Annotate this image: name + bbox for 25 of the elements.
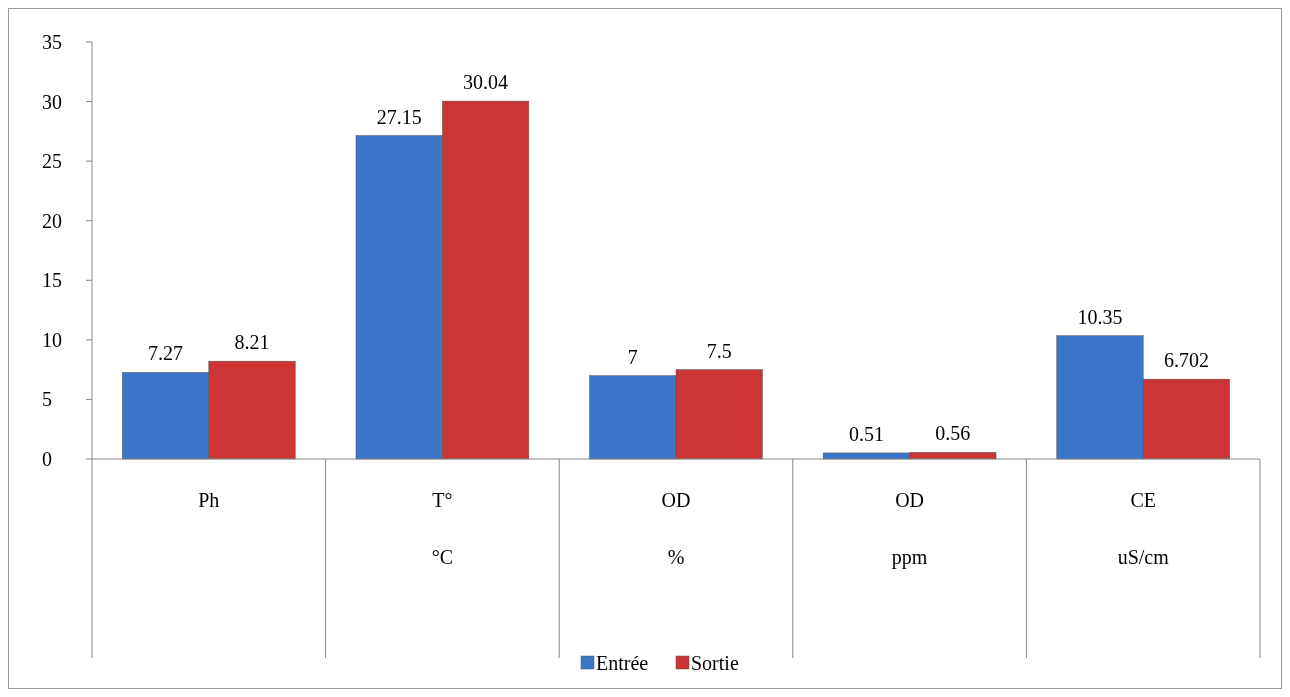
data-label: 30.04 — [463, 71, 509, 94]
category-label: CE uS/cm — [1117, 489, 1169, 568]
data-label: 0.51 — [848, 422, 884, 445]
y-tick-label: 35 — [42, 31, 62, 53]
data-label: 0.56 — [935, 422, 971, 445]
data-label: 7.5 — [706, 339, 732, 362]
x-tick-label: Ph — [198, 489, 220, 511]
data-label: 27.15 — [376, 105, 422, 128]
category-label: T° °C — [431, 489, 454, 568]
legend-label: Sortie — [691, 652, 739, 674]
y-tick-label: 25 — [42, 150, 62, 173]
data-label: 7.27 — [148, 342, 184, 365]
y-tick-label: 30 — [42, 90, 62, 113]
category-label: OD ppm — [891, 489, 928, 568]
data-label: 7 — [627, 345, 638, 368]
legend-label: Entrée — [596, 652, 649, 674]
y-tick-label: 5 — [42, 388, 52, 411]
y-tick-label: 15 — [42, 269, 62, 292]
y-tick-label: 0 — [42, 448, 52, 470]
y-tick-label: 10 — [42, 328, 62, 351]
data-label: 10.35 — [1077, 305, 1123, 328]
y-tick-label: 20 — [42, 209, 62, 232]
data-label: 6.702 — [1163, 349, 1209, 372]
data-label: 8.21 — [234, 331, 270, 354]
category-label: OD % — [661, 489, 691, 568]
